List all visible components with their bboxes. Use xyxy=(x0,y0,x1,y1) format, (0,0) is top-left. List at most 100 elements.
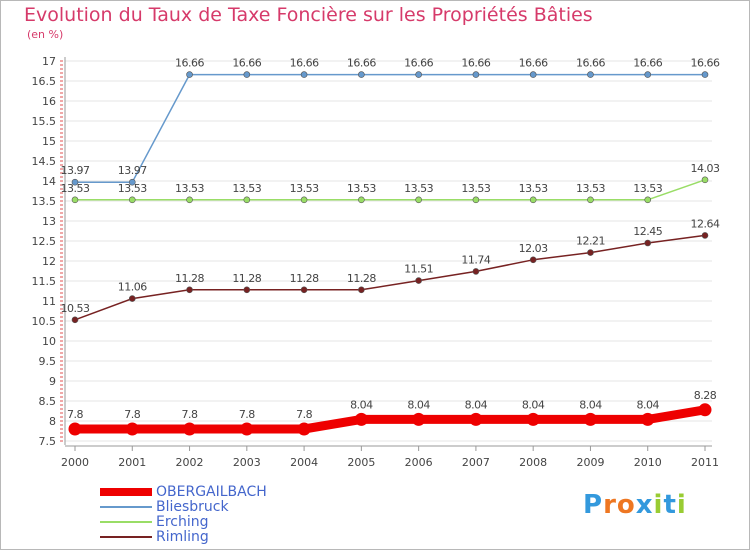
data-point xyxy=(415,196,422,204)
data-label: 12.45 xyxy=(633,225,662,238)
logo-letter: i xyxy=(653,490,664,520)
x-tick-label: 2009 xyxy=(576,456,604,469)
logo-letter: i xyxy=(676,490,687,520)
y-tick-label: 8 xyxy=(49,415,56,428)
data-point xyxy=(644,71,652,78)
data-label: 16.66 xyxy=(347,57,376,70)
x-tick-label: 2007 xyxy=(462,456,490,469)
data-label: 13.53 xyxy=(461,182,490,195)
y-tick-label: 16 xyxy=(42,95,56,108)
data-point xyxy=(415,277,422,284)
data-point xyxy=(125,422,139,436)
series-line-bliesbruck xyxy=(74,73,706,183)
data-point xyxy=(300,71,308,78)
legend-label: OBERGAILBACH xyxy=(156,483,267,500)
legend-item-bliesbruck: Bliesbruck xyxy=(100,499,267,514)
data-point xyxy=(641,412,655,426)
data-label: 13.53 xyxy=(404,182,433,195)
y-tick-label: 9.5 xyxy=(39,355,57,368)
legend-label: Erching xyxy=(156,513,209,530)
x-tick-label: 2011 xyxy=(691,456,719,469)
y-tick-label: 10 xyxy=(42,335,56,348)
data-label: 7.8 xyxy=(124,408,140,421)
y-axis-unit: (en %) xyxy=(27,28,64,41)
data-label: 13.53 xyxy=(633,182,662,195)
data-label: 11.06 xyxy=(118,281,147,294)
data-label: 16.66 xyxy=(691,57,720,70)
data-label: 8.04 xyxy=(407,398,430,411)
y-tick-label: 10.5 xyxy=(32,315,57,328)
data-label: 13.53 xyxy=(175,182,204,195)
data-point xyxy=(183,422,197,436)
data-label: 7.8 xyxy=(239,408,255,421)
data-label: 7.8 xyxy=(67,408,83,421)
x-tick-label: 2010 xyxy=(634,456,662,469)
data-point xyxy=(412,412,426,426)
data-label: 13.53 xyxy=(519,182,548,195)
series-line-erching xyxy=(74,179,706,201)
data-label: 8.04 xyxy=(579,398,602,411)
data-point xyxy=(358,196,365,204)
data-label: 8.04 xyxy=(522,398,545,411)
legend-item-obergailbach: OBERGAILBACH xyxy=(100,484,267,499)
data-label: 16.66 xyxy=(175,57,204,70)
y-tick-label: 14 xyxy=(42,175,56,188)
legend-swatch-obergailbach xyxy=(100,487,152,496)
data-point xyxy=(526,412,540,426)
data-point xyxy=(644,239,652,247)
legend-swatch-rimling xyxy=(100,535,152,538)
data-label: 11.74 xyxy=(461,253,490,266)
data-point xyxy=(358,71,365,78)
data-point xyxy=(297,422,311,436)
data-label: 16.66 xyxy=(461,57,490,70)
data-label: 13.53 xyxy=(576,182,605,195)
logo-letter: P xyxy=(583,490,604,520)
data-point xyxy=(472,196,480,204)
chart-title: Evolution du Taux de Taxe Foncière sur l… xyxy=(24,4,593,26)
legend-label: Rimling xyxy=(156,528,209,545)
data-label: 16.66 xyxy=(519,57,548,70)
data-label: 8.04 xyxy=(350,398,373,411)
data-point xyxy=(529,256,537,264)
data-label: 12.03 xyxy=(519,242,548,255)
data-point xyxy=(71,178,79,186)
data-point xyxy=(128,196,136,204)
x-tick-label: 2000 xyxy=(61,456,89,469)
data-label: 11.28 xyxy=(232,272,261,285)
x-tick-label: 2004 xyxy=(290,456,318,469)
data-point xyxy=(529,196,537,204)
x-tick-label: 2005 xyxy=(347,456,375,469)
data-point xyxy=(243,286,251,294)
data-point xyxy=(469,412,483,426)
data-point xyxy=(644,196,652,204)
data-label: 13.53 xyxy=(61,182,90,195)
y-tick-label: 13.5 xyxy=(32,195,57,208)
data-label: 13.53 xyxy=(347,182,376,195)
series-line-rimling xyxy=(74,234,706,321)
data-point xyxy=(186,286,193,294)
data-label: 16.66 xyxy=(576,57,605,70)
data-point xyxy=(529,71,537,78)
y-tick-label: 16.5 xyxy=(32,75,57,88)
data-label: 11.51 xyxy=(404,263,433,276)
data-label: 13.53 xyxy=(118,182,147,195)
data-label: 13.97 xyxy=(61,164,90,177)
logo-letter: r xyxy=(603,490,617,520)
data-label: 13.53 xyxy=(232,182,261,195)
data-point xyxy=(701,232,709,239)
data-point xyxy=(358,286,365,294)
data-label: 16.66 xyxy=(232,57,261,70)
legend-item-erching: Erching xyxy=(100,514,267,529)
y-tick-label: 15.5 xyxy=(32,115,57,128)
data-point xyxy=(71,196,79,204)
data-point xyxy=(128,295,136,302)
data-label: 13.53 xyxy=(290,182,319,195)
data-label: 13.97 xyxy=(118,164,147,177)
data-label: 8.04 xyxy=(636,398,659,411)
data-label: 8.04 xyxy=(465,398,488,411)
data-label: 16.66 xyxy=(633,57,662,70)
legend-label: Bliesbruck xyxy=(156,498,229,515)
y-tick-label: 12 xyxy=(42,255,56,268)
y-tick-label: 8.5 xyxy=(39,395,57,408)
data-point xyxy=(240,422,254,436)
